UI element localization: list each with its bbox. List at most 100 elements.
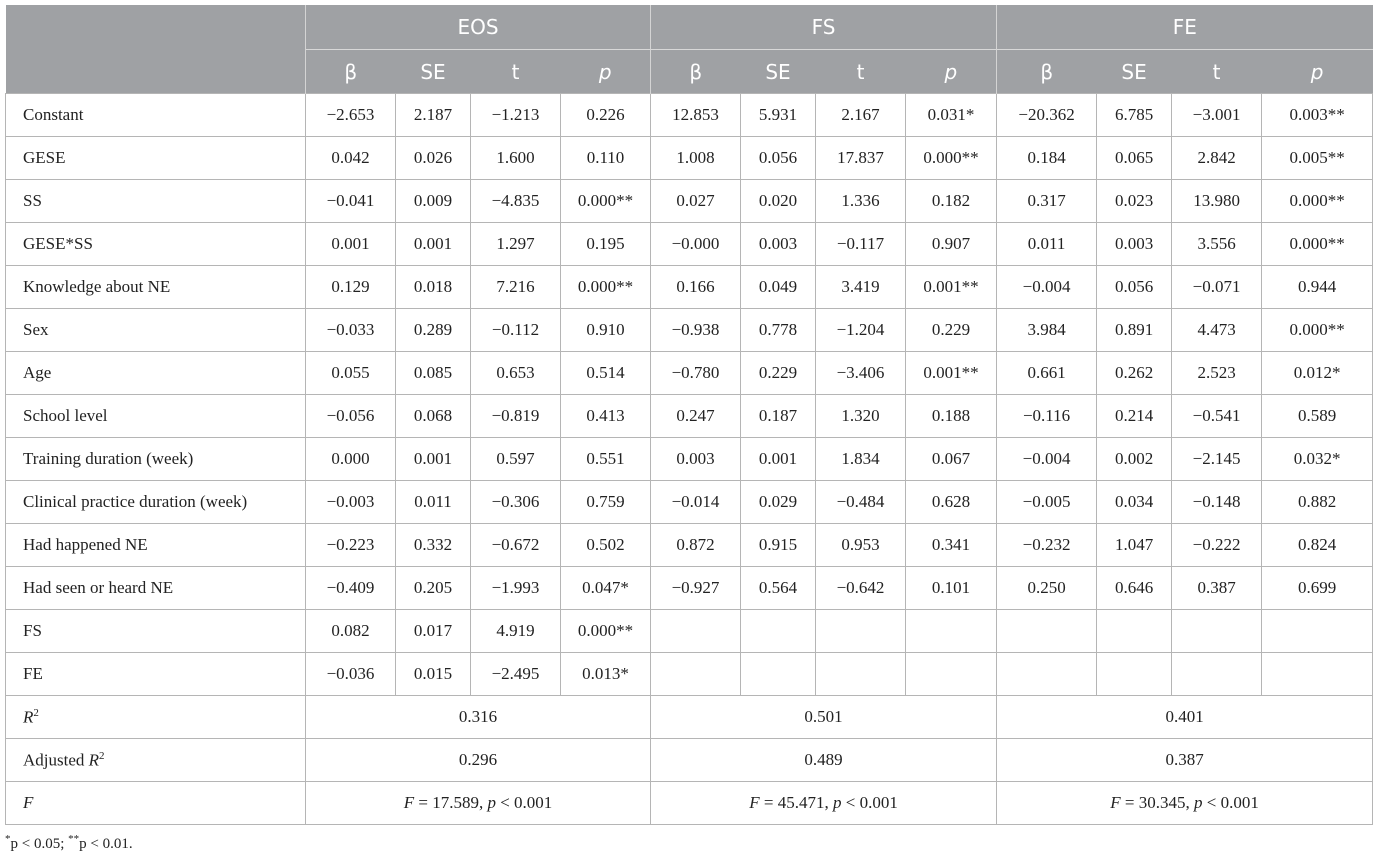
cell bbox=[650, 652, 742, 696]
cell: 1.600 bbox=[470, 136, 561, 180]
text-segment: Adjusted bbox=[23, 750, 89, 770]
cell: 3.556 bbox=[1171, 222, 1263, 266]
cell: 2.167 bbox=[815, 93, 907, 137]
cell: 0.000** bbox=[1261, 308, 1374, 352]
cell bbox=[1171, 652, 1263, 696]
corner-cell bbox=[5, 5, 306, 94]
cell: 0.317 bbox=[996, 179, 1098, 223]
text-segment: < 0.001 bbox=[495, 793, 553, 812]
cell: −4.835 bbox=[470, 179, 561, 223]
cell bbox=[905, 652, 998, 696]
column-header: β bbox=[650, 50, 741, 94]
data-row: GESE*SS 0.001 0.001 1.297 0.195 −0.000 0.003 −0… bbox=[5, 222, 1374, 266]
cell: 0.759 bbox=[559, 480, 652, 524]
text-segment: F bbox=[1110, 793, 1121, 812]
row-label: SS bbox=[5, 179, 306, 223]
cell: 0.551 bbox=[559, 437, 652, 481]
cell: 0.195 bbox=[559, 222, 652, 266]
cell: 0.000** bbox=[1261, 222, 1374, 266]
text-segment: * bbox=[5, 833, 11, 845]
cell: 0.910 bbox=[559, 308, 652, 352]
text-segment: < 0.001 bbox=[1202, 793, 1259, 812]
text-segment: = 30.345, bbox=[1120, 793, 1195, 812]
cell bbox=[650, 609, 742, 653]
column-label: t bbox=[511, 59, 520, 84]
cell: 1.834 bbox=[815, 437, 907, 481]
cell bbox=[1261, 609, 1374, 653]
cell: 0.020 bbox=[740, 179, 817, 223]
cell: 0.085 bbox=[395, 351, 471, 395]
cell: 2.187 bbox=[395, 93, 471, 137]
cell: 0.182 bbox=[905, 179, 998, 223]
cell bbox=[815, 652, 907, 696]
cell: 0.000** bbox=[1261, 179, 1374, 223]
cell: 0.055 bbox=[305, 351, 396, 395]
row-label: Knowledge about NE bbox=[5, 265, 306, 309]
column-label: p bbox=[944, 59, 958, 84]
column-header: SE bbox=[395, 50, 471, 94]
cell bbox=[815, 609, 907, 653]
cell: 0.907 bbox=[905, 222, 998, 266]
row-label: Had happened NE bbox=[5, 523, 306, 567]
cell: 0.226 bbox=[559, 93, 652, 137]
text-segment: F bbox=[403, 793, 415, 812]
cell bbox=[905, 609, 998, 653]
column-label: SE bbox=[420, 59, 446, 84]
row-label: Training duration (week) bbox=[5, 437, 306, 481]
cell: 1.047 bbox=[1096, 523, 1173, 567]
row-label: Sex bbox=[5, 308, 306, 352]
cell: 0.187 bbox=[740, 394, 817, 438]
cell: 0.110 bbox=[559, 136, 652, 180]
column-label: β bbox=[344, 59, 358, 84]
column-label: β bbox=[1040, 59, 1054, 84]
data-row: Clinical practice duration (week) −0.003 0… bbox=[5, 480, 1374, 524]
summary-cell: F = 17.589, p < 0.001 bbox=[304, 781, 652, 825]
cell: −2.495 bbox=[470, 652, 561, 696]
text-segment: F bbox=[23, 793, 34, 812]
cell: 0.882 bbox=[1261, 480, 1374, 524]
cell: −0.004 bbox=[996, 437, 1098, 481]
text-segment: 0.296 bbox=[458, 750, 498, 769]
cell: 0.049 bbox=[740, 265, 817, 309]
cell: −0.938 bbox=[650, 308, 742, 352]
data-row: School level −0.056 0.068 −0.819 0.413 0.247 0… bbox=[5, 394, 1374, 438]
cell: 4.473 bbox=[1171, 308, 1263, 352]
cell: 3.984 bbox=[996, 308, 1098, 352]
data-row: Constant −2.653 2.187 −1.213 0.226 12.853 5.93… bbox=[5, 93, 1374, 137]
summary-cell: 0.501 bbox=[650, 695, 998, 739]
cell: 0.188 bbox=[905, 394, 998, 438]
subheader-row: β SE t p β SE t p β SE t p bbox=[6, 50, 1373, 94]
cell: 0.023 bbox=[1096, 179, 1173, 223]
cell: −0.005 bbox=[996, 480, 1098, 524]
data-row: Had seen or heard NE −0.409 0.205 −1.993 0.0… bbox=[5, 566, 1374, 610]
cell: −0.484 bbox=[815, 480, 907, 524]
column-label: p bbox=[598, 59, 612, 84]
row-label: School level bbox=[5, 394, 306, 438]
cell: 0.032* bbox=[1261, 437, 1374, 481]
cell: −0.306 bbox=[470, 480, 561, 524]
cell: −0.642 bbox=[815, 566, 907, 610]
row-label: FS bbox=[5, 609, 306, 653]
row-label: Adjusted R2 bbox=[5, 738, 306, 782]
cell: 0.214 bbox=[1096, 394, 1173, 438]
cell: 0.653 bbox=[470, 351, 561, 395]
summary-cell: 0.401 bbox=[996, 695, 1374, 739]
cell: −0.672 bbox=[470, 523, 561, 567]
cell: 0.628 bbox=[905, 480, 998, 524]
column-label: SE bbox=[765, 59, 791, 84]
text-segment: = 45.471, bbox=[759, 793, 833, 812]
cell: 0.891 bbox=[1096, 308, 1173, 352]
cell: 0.013* bbox=[559, 652, 652, 696]
cell: −0.071 bbox=[1171, 265, 1263, 309]
summary-row: Adjusted R2 0.296 0.489 0.387 bbox=[5, 738, 1374, 782]
cell: −0.000 bbox=[650, 222, 742, 266]
cell: 0.646 bbox=[1096, 566, 1173, 610]
row-label: F bbox=[5, 781, 306, 825]
cell: −0.112 bbox=[470, 308, 561, 352]
cell: 0.184 bbox=[996, 136, 1098, 180]
cell: 0.289 bbox=[395, 308, 471, 352]
text-segment: R bbox=[23, 707, 34, 727]
text-segment: ** bbox=[68, 833, 80, 845]
cell: 0.166 bbox=[650, 265, 742, 309]
text-segment: < 0.001 bbox=[841, 793, 898, 812]
